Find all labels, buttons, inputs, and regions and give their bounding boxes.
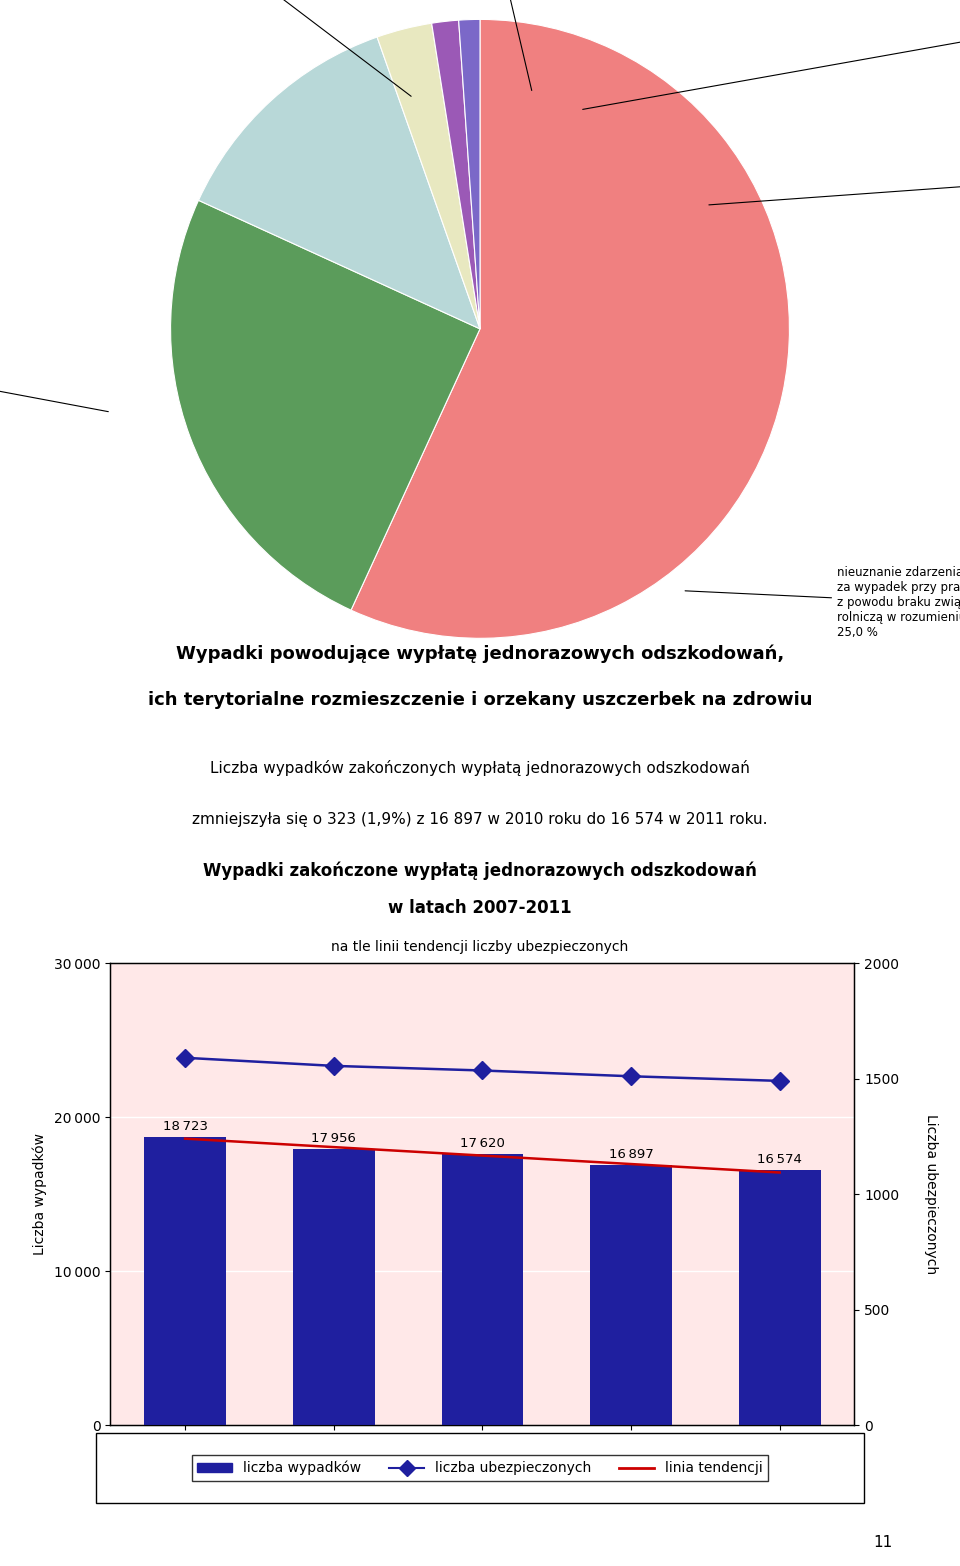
Y-axis label: Liczba ubezpieczonych: Liczba ubezpieczonych <box>924 1113 938 1275</box>
Text: przyczynienie się w znacznym
stopniu do wypadku przez
poszkodowanego będącego
w : przyczynienie się w znacznym stopniu do … <box>312 0 553 91</box>
Wedge shape <box>351 19 789 639</box>
Legend: liczba wypadków, liczba ubezpieczonych, linia tendencji: liczba wypadków, liczba ubezpieczonych, … <box>192 1455 768 1481</box>
Text: brak stałego
lub długotrwałego
uszczerbku na zdrowiu
56,9 %: brak stałego lub długotrwałego uszczerbk… <box>0 265 108 412</box>
Text: nieuznanie zdarzenia
za wypadek przy pracy
z powodu braku związku z pracą
rolnic: nieuznanie zdarzenia za wypadek przy pra… <box>685 565 960 639</box>
Bar <box>144 1137 226 1425</box>
Bar <box>293 1148 374 1425</box>
Text: w latach 2007-2011: w latach 2007-2011 <box>388 899 572 918</box>
Text: 16 574: 16 574 <box>757 1153 803 1167</box>
Bar <box>590 1165 672 1425</box>
Text: zmniejszyła się o 323 (1,9%) z 16 897 w 2010 roku do 16 574 w 2011 roku.: zmniejszyła się o 323 (1,9%) z 16 897 w … <box>192 811 768 827</box>
Bar <box>739 1170 821 1425</box>
Text: spowodowanie wypadku
przez rażące niedbalstwo
2,9 %: spowodowanie wypadku przez rażące niedba… <box>583 0 960 110</box>
Wedge shape <box>199 38 480 329</box>
Text: brak prawa
do ubiegania się
o świadczenie
1,1 %: brak prawa do ubiegania się o świadczeni… <box>3 0 411 96</box>
Text: 16 897: 16 897 <box>609 1148 654 1160</box>
Wedge shape <box>171 200 480 611</box>
Text: 17 956: 17 956 <box>311 1132 356 1145</box>
FancyBboxPatch shape <box>96 1433 864 1503</box>
Text: Wypadki powodujące wypłatę jednorazowych odszkodowań,: Wypadki powodujące wypłatę jednorazowych… <box>176 644 784 662</box>
Text: Liczba wypadków zakończonych wypłatą jednorazowych odszkodowań: Liczba wypadków zakończonych wypłatą jed… <box>210 760 750 777</box>
Wedge shape <box>377 23 480 329</box>
Text: niedopełnienie
obowiązków
przez wnioskodawcę
12,8 %: niedopełnienie obowiązków przez wnioskod… <box>708 146 960 205</box>
Wedge shape <box>459 19 480 329</box>
Text: ich terytorialne rozmieszczenie i orzekany uszczerbek na zdrowiu: ich terytorialne rozmieszczenie i orzeka… <box>148 691 812 709</box>
Text: na tle linii tendencji liczby ubezpieczonych: na tle linii tendencji liczby ubezpieczo… <box>331 940 629 954</box>
Wedge shape <box>432 20 480 329</box>
Text: 11: 11 <box>874 1535 893 1550</box>
Text: 18 723: 18 723 <box>162 1120 207 1132</box>
Bar <box>442 1154 523 1425</box>
Text: 17 620: 17 620 <box>460 1137 505 1149</box>
Y-axis label: Liczba wypadków: Liczba wypadków <box>33 1134 47 1254</box>
Text: Wypadki zakończone wypłatą jednorazowych odszkodowań: Wypadki zakończone wypłatą jednorazowych… <box>204 861 756 880</box>
